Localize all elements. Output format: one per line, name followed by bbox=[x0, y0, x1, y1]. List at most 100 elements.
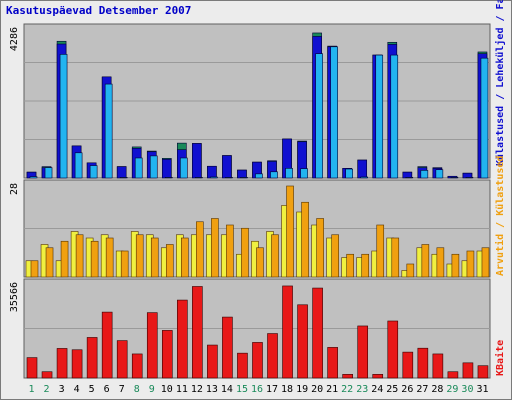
bar-p1-s3-d13 bbox=[210, 176, 218, 179]
bar-p2-s2-d11 bbox=[181, 237, 189, 278]
bar-p3-d2 bbox=[41, 371, 53, 379]
bar-p1-s2-d15 bbox=[237, 169, 247, 179]
bar-p3-d16 bbox=[252, 342, 263, 379]
x-tick-label-2: 2 bbox=[44, 384, 50, 395]
bar-p2-s2-d10 bbox=[165, 244, 174, 278]
y-tick-label-3: 35566 bbox=[9, 282, 20, 312]
bar-p1-s3-d12 bbox=[195, 177, 203, 179]
bar-p3-d18 bbox=[282, 285, 293, 379]
x-tick-label-7: 7 bbox=[119, 384, 125, 395]
bar-p2-s2-d14 bbox=[226, 224, 234, 278]
bar-p1-s3-d8 bbox=[134, 157, 143, 179]
x-tick-label-31: 31 bbox=[476, 384, 488, 395]
x-tick-label-26: 26 bbox=[401, 384, 413, 395]
bar-p2-s2-d3 bbox=[60, 240, 69, 278]
bar-p1-s2-d10 bbox=[161, 159, 172, 179]
bar-p1-s3-d31 bbox=[480, 57, 489, 179]
bar-p3-d14 bbox=[222, 316, 233, 379]
bar-p2-s2-d7 bbox=[120, 250, 129, 278]
x-tick-label-25: 25 bbox=[386, 384, 398, 395]
x-tick-label-14: 14 bbox=[221, 384, 233, 395]
bar-p3-d7 bbox=[116, 340, 128, 379]
x-tick-label-5: 5 bbox=[89, 384, 95, 395]
bar-p2-s2-d17 bbox=[271, 234, 279, 278]
bar-p3-d22 bbox=[342, 374, 353, 379]
bar-p3-d3 bbox=[56, 348, 68, 379]
x-tick-label-21: 21 bbox=[326, 384, 338, 395]
bar-p1-s2-d7 bbox=[116, 166, 127, 179]
bar-p1-s3-d5 bbox=[89, 165, 98, 179]
bar-p1-s3-d6 bbox=[104, 83, 113, 179]
bar-p1-s3-d1 bbox=[29, 176, 38, 179]
bar-p3-d12 bbox=[192, 286, 203, 379]
bar-p2-s2-d1 bbox=[30, 260, 39, 278]
bar-p1-s3-d20 bbox=[315, 53, 323, 179]
bar-p1-s3-d21 bbox=[330, 46, 338, 179]
x-tick-label-22: 22 bbox=[341, 384, 353, 395]
bar-p2-s2-d26 bbox=[406, 263, 415, 278]
bar-p3-d13 bbox=[207, 344, 218, 379]
bar-p3-d31 bbox=[477, 365, 489, 379]
x-tick-label-18: 18 bbox=[281, 384, 293, 395]
x-tick-label-6: 6 bbox=[104, 384, 110, 395]
x-tick-label-15: 15 bbox=[236, 384, 248, 395]
x-tick-label-13: 13 bbox=[206, 384, 218, 395]
x-tick-label-29: 29 bbox=[446, 384, 458, 395]
bar-p3-d17 bbox=[267, 333, 278, 379]
bar-p1-s2-d13 bbox=[207, 165, 217, 179]
bar-p1-s3-d10 bbox=[164, 177, 173, 179]
x-tick-label-30: 30 bbox=[461, 384, 473, 395]
bar-p2-s2-d21 bbox=[331, 234, 339, 278]
bar-p3-d26 bbox=[402, 351, 414, 379]
x-tick-label-3: 3 bbox=[59, 384, 65, 395]
bar-p1-s3-d27 bbox=[420, 170, 429, 179]
bar-p2-s2-d5 bbox=[90, 240, 99, 278]
x-tick-label-10: 10 bbox=[161, 384, 173, 395]
bar-p1-s3-d7 bbox=[119, 177, 128, 179]
x-tick-label-27: 27 bbox=[416, 384, 428, 395]
bar-p1-s3-d18 bbox=[285, 168, 293, 179]
x-tick-label-28: 28 bbox=[431, 384, 443, 395]
bar-p1-s3-d26 bbox=[405, 177, 414, 179]
bar-p1-s3-d30 bbox=[465, 177, 474, 179]
bar-p1-s3-d24 bbox=[375, 54, 384, 179]
bar-p2-s2-d28 bbox=[436, 247, 445, 278]
bar-p1-s3-d28 bbox=[435, 169, 444, 179]
bar-p1-s3-d15 bbox=[240, 177, 248, 179]
bar-p3-d9 bbox=[146, 312, 158, 379]
bar-p3-d15 bbox=[237, 352, 248, 379]
bar-p1-s3-d25 bbox=[390, 54, 399, 179]
bar-p2-s2-d15 bbox=[241, 227, 249, 278]
bar-p1-s2-d14 bbox=[222, 155, 232, 179]
bar-p3-d8 bbox=[131, 353, 143, 379]
bar-p1-s3-d22 bbox=[345, 168, 353, 179]
bar-p2-s2-d2 bbox=[45, 247, 54, 278]
bar-p1-s3-d29 bbox=[450, 177, 459, 179]
bar-p3-d21 bbox=[327, 347, 338, 379]
bar-p1-s3-d19 bbox=[300, 168, 308, 179]
bar-p3-d10 bbox=[161, 330, 173, 379]
bar-p2-s2-d6 bbox=[105, 237, 114, 278]
bar-p2-s2-d22 bbox=[346, 253, 354, 278]
bar-p1-s2-d12 bbox=[192, 143, 202, 179]
bar-p1-s3-d11 bbox=[180, 157, 188, 179]
bar-p3-d24 bbox=[372, 374, 384, 379]
bar-p2-s2-d20 bbox=[316, 218, 324, 278]
bar-p1-s3-d17 bbox=[270, 171, 278, 179]
bar-p2-s2-d13 bbox=[211, 218, 219, 278]
bar-p3-d30 bbox=[462, 362, 474, 379]
x-tick-label-9: 9 bbox=[149, 384, 155, 395]
x-tick-label-12: 12 bbox=[191, 384, 203, 395]
bar-p2-s2-d24 bbox=[376, 224, 385, 278]
bar-p1-s3-d4 bbox=[74, 152, 83, 179]
legend-top-right: Külastused / Leheküljed / Failid bbox=[494, 0, 506, 166]
x-tick-label-1: 1 bbox=[29, 384, 35, 395]
bar-p1-s3-d9 bbox=[149, 155, 158, 179]
bar-p3-d19 bbox=[297, 304, 308, 379]
x-tick-label-16: 16 bbox=[251, 384, 263, 395]
bar-p2-s2-d29 bbox=[451, 253, 460, 278]
legend-middle-right: Arvutid / Külastused bbox=[494, 156, 506, 276]
bar-p2-s2-d31 bbox=[481, 247, 490, 278]
bar-p3-d11 bbox=[177, 299, 188, 379]
bar-p1-s3-d2 bbox=[44, 167, 53, 179]
